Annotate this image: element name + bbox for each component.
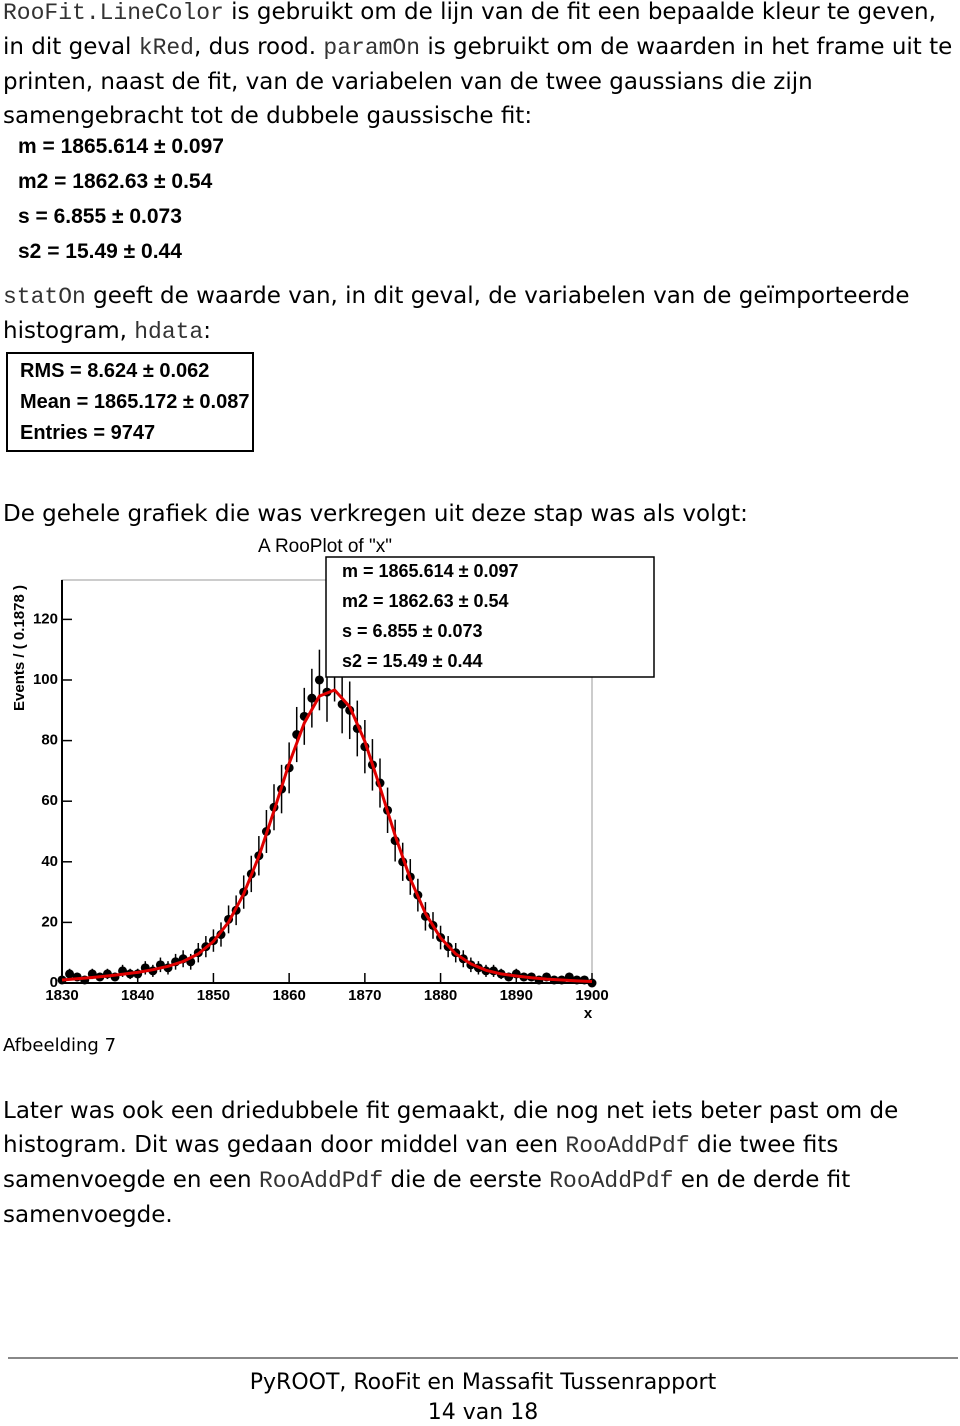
text-segment: is gebruikt om de waarden in het frame u… [3,34,953,129]
stat-box-line: s2 = 15.49 ± 0.44 [342,651,483,671]
data-point [314,675,324,685]
y-tick-label: 40 [41,853,58,870]
text-segment: en de derde fit samenvoegde. [3,1167,851,1228]
param-line: m2 = 1862.63 ± 0.54 [18,170,213,193]
code-segment: statOn [3,284,86,310]
figure-caption: Afbeelding 7 [3,1035,117,1056]
text-segment: Later was ook een driedubbele fit gemaak… [3,1098,899,1158]
text-segment: die twee fits samenvoegde en een [3,1132,839,1193]
stat-line: Mean = 1865.172 ± 0.087 [20,391,250,413]
fit-parameters: m = 1865.614 ± 0.097 m2 = 1862.63 ± 0.54… [18,129,224,269]
code-segment: RooAddPdf [258,1168,384,1194]
y-tick-label: 20 [41,913,58,930]
x-tick-label: 1840 [121,987,154,1004]
x-tick-label: 1870 [348,987,381,1004]
y-tick-label: 60 [41,792,58,809]
text-segment: is gebruikt om de lijn van de fit een be… [3,0,936,60]
x-tick-label: 1860 [272,987,305,1004]
paragraph: De gehele grafiek die was verkregen uit … [3,497,955,531]
paragraph: RooFit.LineColor is gebruikt om de lijn … [3,0,955,133]
y-tick-label: 120 [33,610,58,627]
paragraph: statOn geeft de waarde van, in dit geval… [3,279,955,349]
param-line: s2 = 15.49 ± 0.44 [18,240,182,263]
footer-title: PyROOT, RooFit en Massafit Tussenrapport [249,1370,717,1395]
data-point [587,978,597,988]
stat-line: RMS = 8.624 ± 0.062 [20,360,210,382]
x-tick-label: 1850 [197,987,230,1004]
data-point [307,693,317,703]
paragraph: Later was ook een driedubbele fit gemaak… [3,1094,955,1232]
x-tick-label: 1880 [424,987,457,1004]
chart: A RooPlot of "x" x Events / ( 0.1878 ) 0… [11,536,655,1022]
x-axis-label: x [584,1005,593,1022]
y-tick-label: 80 [41,732,58,749]
text-segment: die de eerste [383,1167,550,1193]
stat-line: Entries = 9747 [20,422,156,444]
text-segment: geeft de waarde van, in dit geval, de va… [3,283,910,344]
code-segment: RooFit.LineColor [3,0,224,26]
stats-box: RMS = 8.624 ± 0.062 Mean = 1865.172 ± 0.… [6,352,254,452]
param-line: m = 1865.614 ± 0.097 [18,135,224,158]
y-axis-label: Events / ( 0.1878 ) [11,585,28,711]
y-tick-label: 0 [50,974,58,991]
footer-rule [8,1357,958,1359]
text-segment: , dus rood. [193,34,324,60]
x-tick-label: 1890 [500,987,533,1004]
chart-title: A RooPlot of "x" [258,536,392,557]
x-tick-label: 1900 [575,987,608,1004]
y-tick-label: 100 [33,671,58,688]
code-segment: kRed [138,35,194,61]
x-tick-label: 1830 [45,987,78,1004]
page-number: 14 van 18 [427,1400,539,1425]
param-line: s = 6.855 ± 0.073 [18,205,182,228]
code-segment: RooAddPdf [549,1168,674,1194]
code-segment: paramOn [323,35,421,61]
stat-box-line: m = 1865.614 ± 0.097 [342,561,519,581]
stat-box [325,556,655,678]
stat-box-line: s = 6.855 ± 0.073 [342,621,483,641]
text-segment: De gehele grafiek die was verkregen uit … [3,501,748,527]
stat-box-line: m2 = 1862.63 ± 0.54 [342,591,509,611]
text-segment: : [203,318,211,344]
data-point [65,969,75,979]
fit-curve [61,688,593,983]
code-segment: RooAddPdf [565,1133,690,1159]
code-segment: hdata [134,319,204,345]
